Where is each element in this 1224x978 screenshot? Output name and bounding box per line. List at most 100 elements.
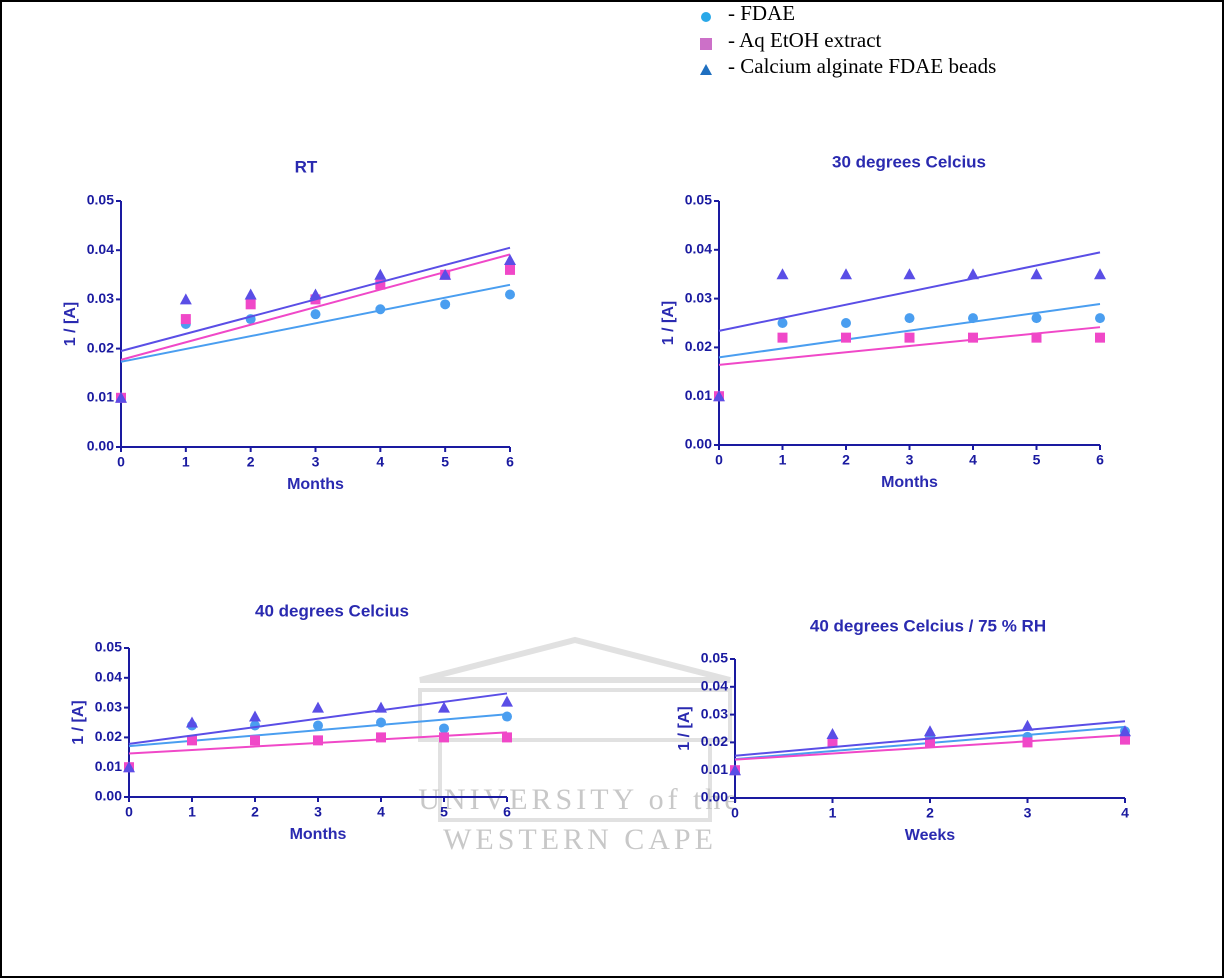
y-tick-label: 0.01 bbox=[685, 387, 712, 403]
x-tick-label: 1 bbox=[829, 805, 837, 821]
y-tick-label: 0.02 bbox=[685, 338, 712, 354]
x-tick-label: 4 bbox=[377, 804, 385, 820]
point bbox=[1095, 313, 1105, 323]
x-tick-label: 0 bbox=[125, 804, 133, 820]
point bbox=[505, 265, 515, 275]
x-tick-label: 1 bbox=[188, 804, 196, 820]
x-tick-label: 3 bbox=[314, 804, 322, 820]
point bbox=[1095, 333, 1105, 343]
point bbox=[841, 318, 851, 328]
chart-title: 30 degrees Celcius bbox=[832, 152, 986, 171]
y-tick-label: 0.04 bbox=[685, 241, 712, 257]
y-tick-label: 0.00 bbox=[701, 789, 728, 805]
y-tick-label: 0.05 bbox=[87, 192, 114, 208]
x-tick-label: 0 bbox=[715, 452, 723, 468]
y-tick-label: 0.03 bbox=[685, 289, 712, 305]
x-tick-label: 4 bbox=[1121, 805, 1129, 821]
chart-title: RT bbox=[295, 157, 318, 176]
chart-title: 40 degrees Celcius / 75 % RH bbox=[810, 616, 1046, 635]
y-tick-label: 0.00 bbox=[95, 788, 122, 804]
x-tick-label: 4 bbox=[376, 454, 384, 470]
legend-marker bbox=[700, 38, 712, 50]
x-tick-label: 6 bbox=[503, 804, 511, 820]
page: {"legend": [ {"name": "- FDAE", "color":… bbox=[0, 0, 1224, 978]
y-axis-label: 1 / [A] bbox=[62, 302, 79, 346]
y-tick-label: 0.04 bbox=[701, 678, 728, 694]
point bbox=[905, 313, 915, 323]
x-tick-label: 5 bbox=[440, 804, 448, 820]
y-tick-label: 0.05 bbox=[701, 650, 728, 666]
point bbox=[439, 732, 449, 742]
x-tick-label: 1 bbox=[779, 452, 787, 468]
x-tick-label: 0 bbox=[731, 805, 739, 821]
legend-label: - Calcium alginate FDAE beads bbox=[728, 54, 996, 78]
x-tick-label: 4 bbox=[969, 452, 977, 468]
y-tick-label: 0.05 bbox=[95, 639, 122, 655]
y-tick-label: 0.05 bbox=[685, 192, 712, 208]
legend-label: - FDAE bbox=[728, 1, 795, 25]
point bbox=[502, 732, 512, 742]
y-tick-label: 0.03 bbox=[87, 290, 114, 306]
x-tick-label: 2 bbox=[247, 454, 255, 470]
x-tick-label: 5 bbox=[441, 454, 449, 470]
legend-marker bbox=[701, 12, 711, 22]
legend-label: - Aq EtOH extract bbox=[728, 28, 882, 52]
chart-title: 40 degrees Celcius bbox=[255, 601, 409, 620]
y-axis-label: 1 / [A] bbox=[70, 700, 87, 744]
point bbox=[968, 313, 978, 323]
x-tick-label: 3 bbox=[312, 454, 320, 470]
point bbox=[181, 314, 191, 324]
y-tick-label: 0.01 bbox=[95, 758, 122, 774]
point bbox=[376, 732, 386, 742]
x-tick-label: 2 bbox=[926, 805, 934, 821]
y-axis-label: 1 / [A] bbox=[660, 301, 677, 345]
watermark: WESTERN CAPE bbox=[443, 823, 717, 856]
x-tick-label: 6 bbox=[506, 454, 514, 470]
point bbox=[505, 289, 515, 299]
y-tick-label: 0.03 bbox=[701, 705, 728, 721]
x-tick-label: 2 bbox=[842, 452, 850, 468]
y-tick-label: 0.01 bbox=[87, 389, 114, 405]
y-axis-label: 1 / [A] bbox=[676, 706, 693, 750]
x-axis-label: Weeks bbox=[905, 827, 956, 844]
x-tick-label: 2 bbox=[251, 804, 259, 820]
point bbox=[502, 712, 512, 722]
y-tick-label: 0.02 bbox=[701, 733, 728, 749]
y-tick-label: 0.00 bbox=[685, 436, 712, 452]
x-axis-label: Months bbox=[290, 826, 347, 843]
point bbox=[841, 333, 851, 343]
figure: UNIVERSITY of the WESTERN CAPE - FDAE - A… bbox=[0, 0, 1224, 978]
x-tick-label: 6 bbox=[1096, 452, 1104, 468]
point bbox=[1032, 313, 1042, 323]
point bbox=[313, 720, 323, 730]
x-axis-label: Months bbox=[287, 476, 344, 493]
point bbox=[439, 723, 449, 733]
y-tick-label: 0.03 bbox=[95, 698, 122, 714]
x-tick-label: 5 bbox=[1033, 452, 1041, 468]
x-tick-label: 3 bbox=[906, 452, 914, 468]
y-tick-label: 0.02 bbox=[95, 728, 122, 744]
point bbox=[375, 304, 385, 314]
point bbox=[376, 718, 386, 728]
y-tick-label: 0.04 bbox=[87, 241, 114, 257]
point bbox=[1032, 333, 1042, 343]
x-tick-label: 1 bbox=[182, 454, 190, 470]
y-tick-label: 0.01 bbox=[701, 761, 728, 777]
y-tick-label: 0.02 bbox=[87, 339, 114, 355]
point bbox=[1023, 737, 1033, 747]
point bbox=[440, 299, 450, 309]
watermark: UNIVERSITY of the bbox=[418, 783, 742, 816]
x-tick-label: 0 bbox=[117, 454, 125, 470]
point bbox=[968, 333, 978, 343]
point bbox=[313, 735, 323, 745]
point bbox=[250, 735, 260, 745]
y-tick-label: 0.00 bbox=[87, 438, 114, 454]
point bbox=[778, 333, 788, 343]
point bbox=[311, 309, 321, 319]
point bbox=[246, 299, 256, 309]
x-tick-label: 3 bbox=[1024, 805, 1032, 821]
y-tick-label: 0.04 bbox=[95, 669, 122, 685]
point bbox=[250, 720, 260, 730]
point bbox=[905, 333, 915, 343]
x-axis-label: Months bbox=[881, 474, 938, 491]
